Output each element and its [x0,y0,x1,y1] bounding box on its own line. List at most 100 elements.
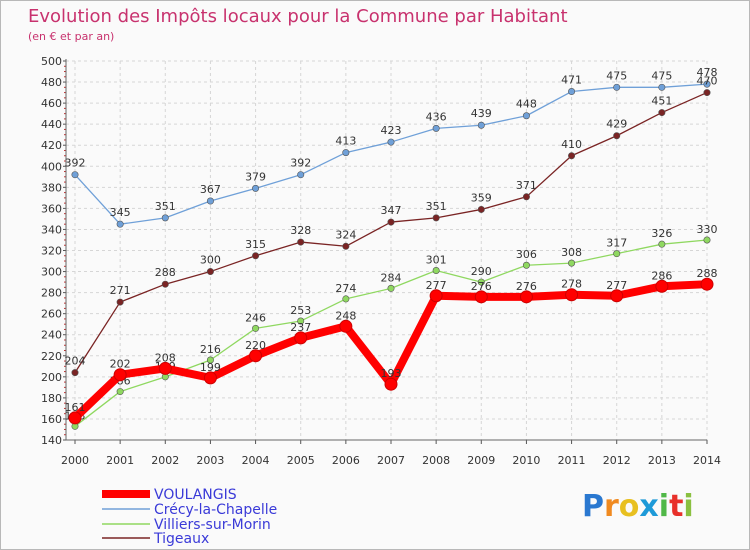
data-point [71,369,79,377]
data-label: 216 [200,343,221,356]
data-label: 478 [697,66,718,79]
data-label: 202 [110,358,131,371]
data-point [116,298,124,306]
data-label: 328 [290,224,311,237]
data-point [477,278,485,286]
data-label: 301 [426,254,447,267]
data-label: 161 [65,401,86,414]
y-tick-label: 500 [41,55,62,68]
data-label: 204 [65,355,86,368]
grid [66,60,708,441]
data-label: 286 [651,269,672,282]
data-point [432,124,440,132]
data-point [252,184,260,192]
legend-label: VOULANGIS [154,487,237,503]
data-label: 290 [471,265,492,278]
y-tick-label: 240 [41,329,62,342]
data-label: 326 [651,227,672,240]
data-point [613,132,621,140]
y-tick-label: 200 [41,371,62,384]
data-point [519,290,533,304]
y-tick-label: 160 [41,413,62,426]
data-point [477,121,485,129]
series-tigeaux: 204 271 288 300 315 328 324 347 351 359 371 410 429 4… [65,75,718,377]
data-point [655,279,669,293]
x-tick-label: 2010 [512,454,540,467]
chart-title: Evolution des Impôts locaux pour la Comm… [28,6,568,27]
data-label: 277 [606,279,627,292]
data-point [206,268,214,276]
data-point [339,319,353,333]
data-label: 277 [426,279,447,292]
data-point [703,80,711,88]
data-point [384,377,398,391]
svg-text:Proxiti: Proxiti [582,489,694,524]
data-label: 436 [426,110,447,123]
data-point [297,171,305,179]
data-label: 423 [381,124,402,137]
data-label: 317 [606,237,627,250]
data-point [613,250,621,258]
data-label: 451 [651,95,672,108]
data-label: 271 [110,284,131,297]
x-tick-labels: 2000 2001 2002 2003 2004 2005 2006 2007 2008 2009… [61,454,721,467]
data-label: 413 [335,135,356,148]
legend-label: Tigeaux [153,531,209,547]
data-label: 475 [651,69,672,82]
data-point [429,289,443,303]
data-point [568,152,576,160]
data-label: 288 [697,267,718,280]
y-tick-label: 480 [41,76,62,89]
proxiti-logo: Proxiti [582,489,694,524]
data-point [342,242,350,250]
data-point [387,218,395,226]
y-tick-label: 440 [41,118,62,131]
data-label: 439 [471,107,492,120]
data-point [610,289,624,303]
x-tick-label: 2002 [151,454,179,467]
x-tick-label: 2001 [106,454,134,467]
y-tick-label: 300 [41,266,62,279]
data-point [700,277,714,291]
x-tick-label: 2014 [693,454,721,467]
data-point [387,284,395,292]
y-tick-label: 400 [41,160,62,173]
y-tick-label: 360 [41,202,62,215]
data-label: 193 [381,367,402,380]
series-layer: 392 345 351 367 379 392 413 423 436 439 448 471 475 4… [65,66,718,430]
data-label: 471 [561,74,582,87]
logo-letter: P [582,489,604,524]
data-point [342,149,350,157]
data-label: 359 [471,191,492,204]
y-tick-label: 340 [41,223,62,236]
logo-letter: i [659,489,669,524]
y-tick-label: 380 [41,181,62,194]
data-label: 288 [155,266,176,279]
data-point [522,261,530,269]
data-point [522,112,530,120]
legend-label: Crécy-la-Chapelle [154,502,277,518]
data-point [565,288,579,302]
data-label: 300 [200,254,221,267]
data-label: 392 [290,157,311,170]
data-point [658,240,666,248]
logo-letter: i [683,489,693,524]
data-label: 345 [110,206,131,219]
data-label: 475 [606,69,627,82]
data-point [703,236,711,244]
data-point [113,368,127,382]
data-point [71,171,79,179]
data-label: 324 [335,228,356,241]
data-label: 392 [65,157,86,170]
logo-letter: t [669,489,683,524]
data-label: 278 [561,278,582,291]
data-label: 347 [381,204,402,217]
x-tick-label: 2004 [242,454,270,467]
y-tick-label: 180 [41,392,62,405]
y-tick-label: 220 [41,350,62,363]
data-point [477,205,485,213]
data-point [387,138,395,146]
data-label: 448 [516,98,537,111]
